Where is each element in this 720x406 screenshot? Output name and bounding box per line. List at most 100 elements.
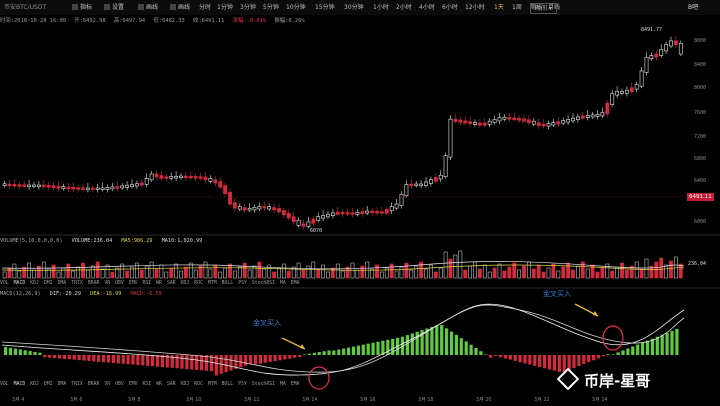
macd-layer	[1, 303, 685, 376]
interval-5[interactable]: 15分钟	[315, 4, 335, 11]
macd-histogram-bar	[405, 335, 409, 355]
macd-value: MACD:-6.59	[130, 291, 162, 297]
indicator-tab-rsi[interactable]: RSI	[142, 281, 152, 286]
settings-button[interactable]: 设置	[104, 0, 124, 15]
macd-histogram-bar	[263, 355, 267, 363]
interval-7[interactable]: 1小时	[373, 4, 389, 11]
pen-button[interactable]: 画线	[170, 0, 190, 15]
candle-body	[340, 211, 345, 215]
volume-bar	[659, 257, 664, 279]
interval-10[interactable]: 6小时	[442, 4, 458, 11]
indicator-tab-sar[interactable]: SAR	[166, 382, 176, 387]
volume-bar	[556, 270, 561, 279]
indicator-tab-emv[interactable]: EMV	[128, 382, 138, 387]
macd-histogram-bar	[572, 355, 576, 369]
indicator-tab-roc[interactable]: ROC	[194, 382, 203, 387]
interval-14[interactable]: 周线	[530, 4, 543, 11]
candle-body	[654, 53, 659, 58]
indicator-tab-wr[interactable]: WR	[156, 281, 162, 286]
volume-bar	[605, 263, 610, 279]
candle-body	[110, 186, 115, 190]
indicator-tab-obv[interactable]: OBV	[115, 281, 124, 286]
interval-13[interactable]: 1周	[512, 4, 522, 11]
indicator-tab-brar[interactable]: BRAR	[87, 281, 100, 286]
volume-bar	[223, 267, 228, 279]
candle-body	[492, 119, 497, 123]
macd-histogram-bar	[577, 355, 581, 367]
indicator-tab-boll[interactable]: BOLL	[221, 382, 234, 387]
interval-6[interactable]: 30分钟	[344, 4, 364, 11]
indicator-tab-ema[interactable]: EMA	[290, 382, 300, 387]
indicator-tab-brar[interactable]: BRAR	[87, 382, 100, 387]
candle-body	[536, 122, 541, 126]
indicator-tab-dma[interactable]: DMA	[57, 281, 67, 286]
indicator-tab-ma[interactable]: MA	[279, 382, 286, 387]
indicator-tab-boll[interactable]: BOLL	[221, 281, 234, 286]
indicator-tab-rsi[interactable]: RSI	[142, 382, 152, 387]
interval-11[interactable]: 12小时	[465, 4, 485, 11]
interval-15[interactable]: 月线	[548, 4, 561, 11]
candle-body	[164, 176, 169, 179]
toolbar-right-label[interactable]: B吧	[688, 4, 699, 11]
indicator-tab-stochrsi[interactable]: StochRSI	[251, 281, 275, 286]
interval-2[interactable]: 3分钟	[240, 4, 256, 11]
interval-0[interactable]: 分时	[199, 4, 212, 11]
interval-8[interactable]: 2小时	[396, 4, 412, 11]
indicator-tab-emv[interactable]: EMV	[128, 281, 138, 286]
interval-1[interactable]: 1分钟	[217, 4, 233, 11]
volume-bar	[110, 271, 115, 279]
indicator-tab-obv[interactable]: OBV	[115, 382, 124, 387]
indicator-tab-dma[interactable]: DMA	[57, 382, 67, 387]
indicator-tab-vol[interactable]: VOL	[0, 382, 9, 387]
indicator-tab-sar[interactable]: SAR	[166, 281, 176, 286]
indicator-tab-ema[interactable]: EMA	[290, 281, 300, 286]
indicator-button[interactable]: 指标	[72, 0, 92, 15]
indicator-tab-kdj[interactable]: KDJ	[30, 382, 39, 387]
candle-body	[242, 207, 247, 211]
macd-histogram-bar	[273, 355, 277, 362]
indicator-tab-vr[interactable]: VR	[104, 382, 111, 387]
macd-histogram-bar	[38, 352, 42, 355]
info-time: 时间:2018-10-28 16:00	[0, 18, 66, 24]
indicator-tab-dmi[interactable]: DMI	[43, 382, 53, 387]
macd-histogram-bar	[626, 348, 630, 355]
indicator-tab-vol[interactable]: VOL	[0, 281, 9, 286]
time-axis-label: 3月 8	[128, 398, 141, 403]
indicator-tab-vr[interactable]: VR	[104, 281, 111, 286]
interval-9[interactable]: 4小时	[419, 4, 435, 11]
indicator-tab-wr[interactable]: WR	[156, 382, 162, 387]
candle-body	[634, 84, 639, 90]
more-dropdown[interactable]: 时间 ▾	[530, 3, 557, 14]
volume-bar	[585, 268, 590, 279]
interval-3[interactable]: 5分钟	[263, 4, 279, 11]
indicator-tab-trix[interactable]: TRIX	[71, 281, 83, 286]
macd-histogram-bar	[288, 355, 292, 359]
indicator-tab-macd[interactable]: MACD	[13, 281, 26, 286]
macd-histogram-bar	[538, 355, 542, 368]
indicator-tab-psy[interactable]: PSY	[238, 382, 247, 387]
macd-histogram-bar	[587, 355, 591, 363]
indicator-tab-trix[interactable]: TRIX	[71, 382, 83, 387]
indicator-tab-mtm[interactable]: MTM	[207, 382, 217, 387]
indicator-tab-mtm[interactable]: MTM	[207, 281, 217, 286]
indicator-tab-macd[interactable]: MACD	[13, 382, 26, 387]
indicator-tab-kdj[interactable]: KDJ	[180, 382, 190, 387]
indicator-tab-roc[interactable]: ROC	[194, 281, 203, 286]
interval-12[interactable]: 1天	[494, 4, 504, 11]
indicator-tab-psy[interactable]: PSY	[238, 281, 247, 286]
candle-body	[36, 184, 41, 187]
indicator-tab-kdj[interactable]: KDJ	[180, 281, 190, 286]
indicator-tab-stochrsi[interactable]: StochRSI	[251, 382, 275, 387]
indicator-tab-ma[interactable]: MA	[279, 281, 286, 286]
volume-bar	[174, 263, 179, 279]
volume-bar	[135, 262, 139, 279]
draw-button[interactable]: 画线	[138, 0, 158, 15]
candle-body	[610, 93, 615, 105]
candle-body	[360, 211, 365, 215]
symbol-label[interactable]: 币安BTC/USDT	[4, 4, 47, 11]
interval-4[interactable]: 10分钟	[286, 4, 306, 11]
indicator-tab-kdj[interactable]: KDJ	[30, 281, 39, 286]
volume-bar	[531, 268, 536, 279]
indicator-tab-dmi[interactable]: DMI	[43, 281, 53, 286]
